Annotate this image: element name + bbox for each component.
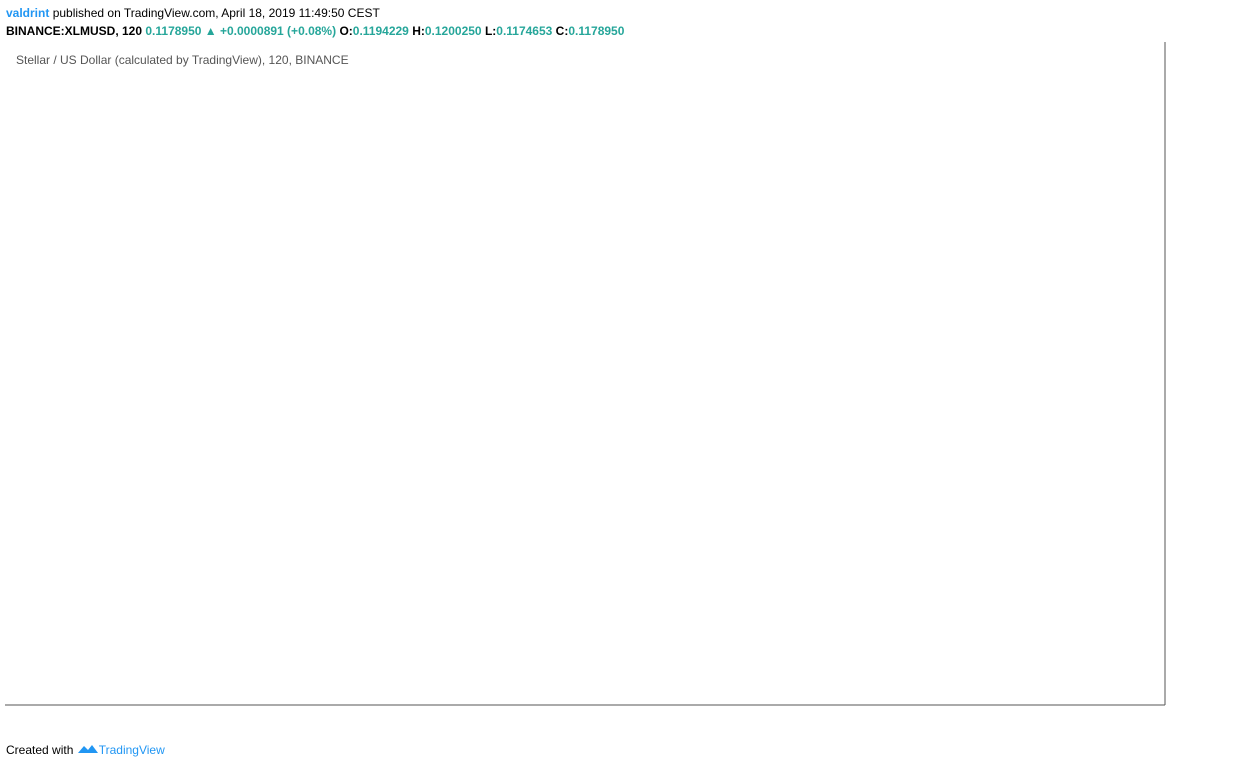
- plot-area: [5, 42, 1165, 705]
- publish-line: valdrint published on TradingView.com, A…: [6, 4, 624, 22]
- header: valdrint published on TradingView.com, A…: [6, 4, 624, 40]
- ohlc-label: O:: [339, 24, 353, 38]
- change: ▲ +0.0000891 (+0.08%): [204, 24, 337, 38]
- ohlc-value: 0.1174653: [496, 24, 553, 38]
- published: published on TradingView.com, April 18, …: [52, 6, 380, 20]
- symbol: BINANCE:XLMUSD, 120: [6, 24, 143, 38]
- footer: Created with TradingView: [6, 742, 165, 757]
- chart-title: Stellar / US Dollar (calculated by Tradi…: [16, 53, 349, 67]
- ohlc-label: H:: [412, 24, 425, 38]
- logo: [77, 745, 98, 753]
- ohlc-value: 0.1194229: [352, 24, 409, 38]
- ohlc-value: 0.1178950: [568, 24, 625, 38]
- created-with: Created with: [6, 743, 74, 757]
- chart: Stellar / US Dollar (calculated by Tradi…: [5, 42, 1166, 706]
- ohlc-label: C:: [555, 24, 569, 38]
- quote-line: BINANCE:XLMUSD, 120 0.1178950 ▲ +0.00008…: [6, 22, 624, 40]
- brand[interactable]: TradingView: [98, 743, 165, 757]
- ohlc-label: L:: [484, 24, 497, 38]
- last-price: 0.1178950: [145, 24, 202, 38]
- author[interactable]: valdrint: [6, 6, 50, 20]
- ohlc-value: 0.1200250: [424, 24, 482, 38]
